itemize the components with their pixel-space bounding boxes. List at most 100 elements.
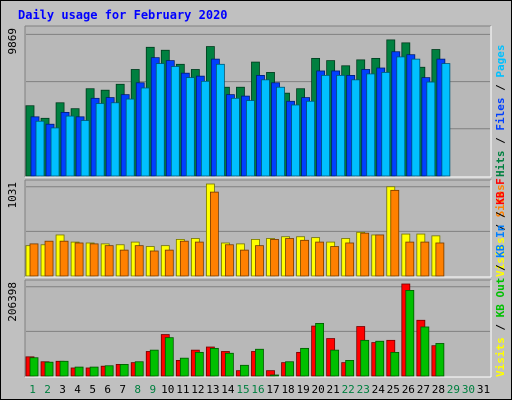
- bar-hits-pages-day-18: [291, 104, 300, 177]
- bar-visits-sites-day-14: [225, 244, 234, 277]
- legend-entry: Pages: [494, 45, 507, 85]
- bar-visits-sites-day-6: [104, 245, 114, 277]
- bar-hits-pages-day-14: [231, 97, 240, 177]
- x-tick-label-day-17: 17: [266, 383, 279, 396]
- bar-visits-sites-day-28: [435, 242, 445, 277]
- bar-kbytes-kb-out-day-1: [29, 357, 39, 377]
- bar-hits-pages-day-24: [381, 72, 391, 177]
- x-tick-label-day-9: 9: [149, 383, 156, 396]
- bar-visits-sites-day-7: [119, 249, 129, 277]
- bar-visits-sites-day-9: [149, 250, 159, 277]
- x-tick-label-day-15: 15: [236, 383, 249, 396]
- bar-hits-pages-day-17: [276, 86, 285, 177]
- bar-kbytes-kb-out-day-23: [360, 339, 370, 377]
- bar-kbytes-kb-out-day-21: [330, 349, 340, 377]
- x-tick-label-day-22: 22: [342, 383, 355, 396]
- panel-visits: 1031 Visits / Sites: [6, 179, 507, 278]
- bar-hits-pages-day-16: [261, 79, 270, 177]
- panel-visits-max-label: 1031: [6, 182, 19, 209]
- bar-hits-pages-day-23: [366, 73, 376, 177]
- legend-entry: /: [494, 224, 507, 231]
- bar-hits-pages-day-27: [426, 81, 436, 177]
- bar-hits-pages-day-8: [140, 87, 150, 177]
- x-tick-label-day-12: 12: [191, 383, 204, 396]
- bar-visits-sites-day-15: [240, 249, 249, 277]
- x-tick-label-day-23: 23: [357, 383, 370, 396]
- bar-kbytes-kb-out-day-14: [225, 352, 234, 377]
- x-tick-label-day-14: 14: [221, 383, 235, 396]
- bar-visits-sites-day-2: [44, 240, 54, 277]
- x-tick-label-day-13: 13: [206, 383, 219, 396]
- bar-visits-sites-day-17: [270, 239, 279, 277]
- x-tick-label-day-20: 20: [312, 383, 325, 396]
- bar-visits-sites-day-23: [360, 232, 370, 277]
- x-tick-label-day-26: 26: [402, 383, 415, 396]
- bar-visits-sites-day-4: [74, 242, 84, 277]
- x-tick-label-day-10: 10: [161, 383, 174, 396]
- bar-kbytes-kb-out-day-5: [89, 366, 99, 377]
- bar-hits-pages-day-3: [65, 115, 75, 177]
- x-tick-label-day-27: 27: [417, 383, 430, 396]
- bar-hits-pages-day-1: [35, 120, 45, 177]
- chart-panels: 9869 Hits / Files / Pages 1031 Visits / Si…: [6, 25, 507, 378]
- panel-kbytes: 206398 Visits / KB Out / KB In / KB F: [6, 178, 507, 378]
- bar-kbytes-kb-out-day-12: [194, 351, 204, 377]
- bar-kbytes-kb-out-day-22: [345, 359, 355, 377]
- bar-visits-sites-day-1: [29, 243, 39, 277]
- bar-kbytes-kb-out-day-6: [104, 365, 114, 377]
- bar-kbytes-kb-out-day-24: [375, 340, 385, 377]
- panel-kbytes-legend: Visits / KB Out / KB In / KB F: [494, 178, 507, 377]
- bar-kbytes-kb-out-day-10: [164, 337, 174, 377]
- x-tick-label-day-2: 2: [44, 383, 51, 396]
- bar-hits-pages-day-11: [185, 77, 195, 177]
- bar-kbytes-kb-out-day-16: [255, 348, 264, 377]
- bar-hits-pages-day-6: [110, 102, 120, 177]
- bar-visits-sites-day-12: [194, 241, 204, 277]
- x-tick-label-day-1: 1: [29, 383, 36, 396]
- bar-visits-sites-day-21: [330, 246, 340, 277]
- bar-hits-pages-day-12: [200, 80, 210, 177]
- bar-visits-sites-day-8: [134, 245, 144, 277]
- legend-entry: Hits: [494, 144, 507, 177]
- bar-visits-sites-day-18: [285, 238, 294, 277]
- x-tick-label-day-8: 8: [134, 383, 141, 396]
- bar-hits-pages-day-13: [215, 63, 225, 177]
- bar-visits-sites-day-25: [390, 189, 400, 277]
- x-tick-label-day-24: 24: [372, 383, 386, 396]
- bar-visits-sites-day-22: [345, 242, 355, 277]
- bar-hits-pages-day-5: [95, 103, 105, 177]
- bar-hits-pages-day-26: [411, 58, 421, 177]
- x-tick-label-day-16: 16: [251, 383, 264, 396]
- bar-kbytes-kb-out-day-7: [119, 364, 129, 377]
- legend-entry: KB F: [494, 178, 507, 211]
- bar-kbytes-kb-out-day-20: [315, 323, 325, 377]
- bar-kbytes-kb-out-day-17: [270, 374, 279, 377]
- bar-kbytes-kb-out-day-9: [149, 349, 159, 377]
- x-tick-label-day-19: 19: [296, 383, 309, 396]
- x-tick-label-day-31: 31: [477, 383, 490, 396]
- bar-kbytes-kb-out-day-27: [420, 326, 430, 377]
- bar-hits-pages-day-2: [50, 127, 60, 177]
- bar-hits-pages-day-10: [170, 66, 180, 177]
- bar-hits-pages-day-25: [396, 56, 406, 177]
- bar-visits-sites-day-20: [315, 241, 325, 277]
- bar-kbytes-kb-out-day-28: [435, 343, 445, 377]
- x-tick-label-day-11: 11: [176, 383, 189, 396]
- x-tick-label-day-5: 5: [89, 383, 96, 396]
- legend-entry: /: [494, 324, 507, 331]
- bar-kbytes-kb-out-day-26: [405, 290, 415, 377]
- legend-entry: Visits: [494, 331, 507, 377]
- bar-visits-sites-day-16: [255, 245, 264, 277]
- legend-entry: Files: [494, 91, 507, 137]
- legend-entry: /: [494, 211, 507, 218]
- legend-entry: /: [494, 84, 507, 91]
- bar-kbytes-kb-out-day-2: [44, 361, 54, 377]
- bar-kbytes-kb-out-day-13: [209, 347, 219, 377]
- bar-hits-pages-day-4: [80, 120, 90, 177]
- bar-kbytes-kb-out-day-19: [300, 347, 309, 377]
- legend-entry: KB Out: [494, 271, 507, 324]
- bar-hits-pages-day-9: [155, 63, 165, 177]
- bar-visits-sites-day-26: [405, 241, 415, 277]
- legend-entry: KB In: [494, 218, 507, 264]
